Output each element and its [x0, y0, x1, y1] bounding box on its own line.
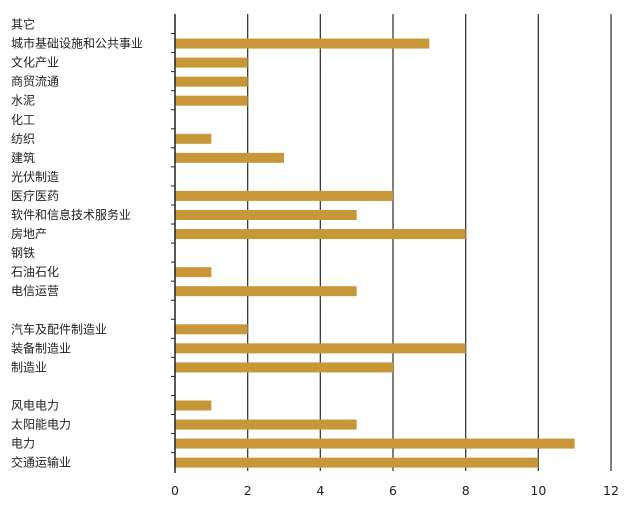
- bar: [175, 57, 248, 68]
- bar: [175, 438, 575, 449]
- bar: [175, 190, 393, 201]
- bar: [175, 95, 248, 106]
- x-tick-label: 0: [171, 483, 179, 498]
- x-tick-label: 10: [530, 483, 546, 498]
- category-label: 文化产业: [11, 55, 59, 70]
- category-labels: 其它城市基础设施和公共事业文化产业商贸流通水泥化工纺织建筑光伏制造医疗医药软件和…: [11, 17, 143, 470]
- category-label: 建筑: [11, 150, 35, 165]
- y-axis: [171, 14, 176, 473]
- bar: [175, 362, 393, 373]
- bar: [175, 229, 466, 240]
- x-axis-tick-labels: 0 2 4 6 8 10 12: [171, 483, 619, 498]
- category-label: 软件和信息技术服务业: [11, 207, 131, 222]
- bar: [175, 286, 357, 297]
- x-tick-label: 12: [603, 483, 619, 498]
- bar: [175, 324, 248, 335]
- category-label: 交通运输业: [11, 455, 71, 470]
- bar: [175, 38, 430, 49]
- x-tick-label: 8: [462, 483, 470, 498]
- category-label: 钢铁: [11, 246, 35, 260]
- category-label: 化工: [11, 113, 35, 127]
- category-label: 商贸流通: [11, 74, 59, 89]
- category-label: 医疗医药: [11, 189, 59, 203]
- category-label: 水泥: [11, 94, 35, 108]
- bar: [175, 76, 248, 87]
- category-label: 纺织: [11, 132, 35, 146]
- gridlines: [247, 14, 612, 471]
- category-label: 房地产: [11, 226, 47, 241]
- bar: [175, 210, 357, 220]
- bar: [175, 419, 357, 430]
- category-label: 太阳能电力: [11, 417, 71, 432]
- category-label: 制造业: [11, 360, 47, 374]
- x-tick-label: 6: [389, 483, 397, 498]
- category-label: 装备制造业: [11, 341, 71, 355]
- bar: [175, 457, 539, 468]
- x-tick-label: 4: [316, 483, 324, 498]
- category-label: 电力: [11, 437, 35, 451]
- category-label: 其它: [11, 17, 35, 32]
- category-label: 城市基础设施和公共事业: [11, 36, 143, 51]
- bar: [175, 152, 284, 163]
- bar: [175, 400, 212, 411]
- category-label: 石油石化: [11, 265, 59, 279]
- bars: [175, 38, 575, 468]
- category-label: 电信运营: [11, 284, 59, 298]
- category-label: 光伏制造: [11, 170, 59, 184]
- bar: [175, 267, 212, 278]
- x-tick-label: 2: [244, 483, 252, 498]
- category-label: 风电电力: [11, 399, 59, 413]
- category-label: 汽车及配件制造业: [11, 321, 107, 336]
- bar: [175, 343, 466, 354]
- bar: [175, 133, 212, 144]
